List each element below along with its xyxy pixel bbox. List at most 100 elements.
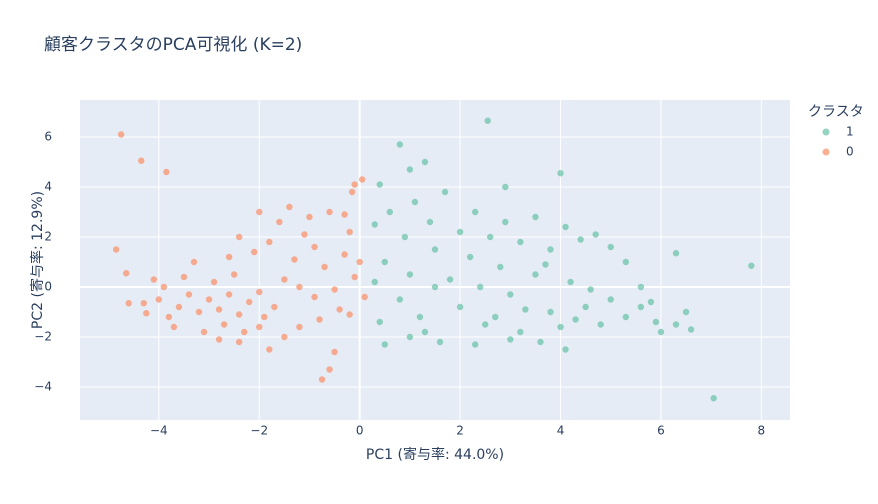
point — [235, 338, 243, 346]
point — [622, 313, 630, 321]
point — [532, 271, 539, 278]
point — [112, 246, 120, 253]
point — [492, 313, 499, 321]
point — [517, 238, 524, 246]
point — [431, 246, 439, 253]
legend-label[interactable]: 1 — [846, 125, 854, 139]
point — [331, 348, 338, 356]
point — [567, 278, 574, 286]
point — [597, 321, 604, 328]
point — [406, 166, 414, 173]
point — [577, 236, 584, 243]
y-axis-title: PC2 (寄与率: 12.9%) — [29, 191, 46, 329]
point — [562, 346, 569, 353]
point — [318, 376, 326, 383]
point — [356, 258, 363, 266]
point — [396, 296, 404, 303]
point — [592, 231, 599, 238]
point — [471, 208, 479, 216]
point — [122, 270, 130, 277]
x-tick-label: 2 — [456, 424, 464, 438]
y-tick-label: 0 — [44, 280, 52, 294]
legend-marker[interactable] — [822, 148, 830, 156]
y-tick-label: −4 — [34, 380, 52, 394]
point — [281, 276, 288, 283]
legend-label[interactable]: 0 — [846, 145, 854, 159]
point — [311, 243, 318, 251]
point — [281, 333, 288, 341]
point — [582, 303, 589, 311]
point — [497, 263, 504, 271]
point — [165, 313, 173, 321]
legend-marker[interactable] — [822, 128, 830, 136]
point — [235, 311, 243, 318]
point — [125, 300, 132, 307]
legend-title: クラスタ — [808, 104, 864, 120]
point — [484, 117, 491, 124]
legend-item[interactable]: 0 — [822, 145, 854, 159]
point — [371, 278, 378, 286]
point — [371, 221, 378, 228]
point — [143, 310, 150, 317]
point — [175, 303, 183, 311]
point — [547, 246, 554, 253]
y-tick-label: 6 — [44, 130, 52, 144]
point — [381, 258, 388, 266]
point — [376, 181, 383, 188]
point — [710, 395, 717, 402]
point — [215, 336, 223, 343]
point — [562, 223, 569, 231]
x-tick-label: −2 — [250, 424, 268, 438]
point — [396, 141, 404, 148]
point — [240, 328, 248, 336]
point — [261, 313, 268, 321]
point — [466, 253, 474, 261]
point — [251, 248, 258, 256]
point — [476, 283, 484, 291]
point — [532, 213, 539, 221]
point — [326, 366, 333, 373]
x-tick-label: 8 — [758, 424, 766, 438]
point — [647, 298, 655, 306]
point — [138, 157, 145, 164]
point — [163, 168, 170, 176]
x-tick-label: 4 — [557, 424, 565, 438]
point — [348, 188, 356, 196]
point — [155, 296, 163, 303]
point — [286, 203, 293, 211]
point — [607, 243, 614, 251]
point — [276, 218, 283, 226]
point — [682, 308, 690, 316]
point — [652, 318, 660, 326]
point — [321, 263, 328, 271]
point — [256, 323, 263, 331]
point — [471, 341, 479, 348]
point — [256, 288, 263, 296]
point — [436, 338, 444, 346]
point — [306, 213, 313, 221]
point — [341, 211, 348, 218]
point — [748, 262, 755, 269]
legend-item[interactable]: 1 — [822, 125, 854, 139]
point — [358, 176, 366, 183]
point — [331, 286, 338, 293]
point — [225, 253, 233, 261]
series — [112, 131, 368, 383]
point — [235, 233, 243, 241]
point — [406, 333, 414, 341]
point — [572, 316, 579, 323]
point — [256, 208, 263, 216]
point — [316, 316, 323, 323]
point — [351, 181, 358, 188]
point — [205, 296, 213, 303]
point — [351, 273, 358, 281]
point — [687, 326, 695, 333]
point — [421, 158, 429, 166]
point — [376, 318, 383, 326]
x-axis-title: PC1 (寄与率: 44.0%) — [366, 446, 504, 463]
point — [246, 298, 253, 306]
point — [406, 271, 414, 278]
point — [266, 346, 273, 353]
point — [637, 303, 645, 311]
